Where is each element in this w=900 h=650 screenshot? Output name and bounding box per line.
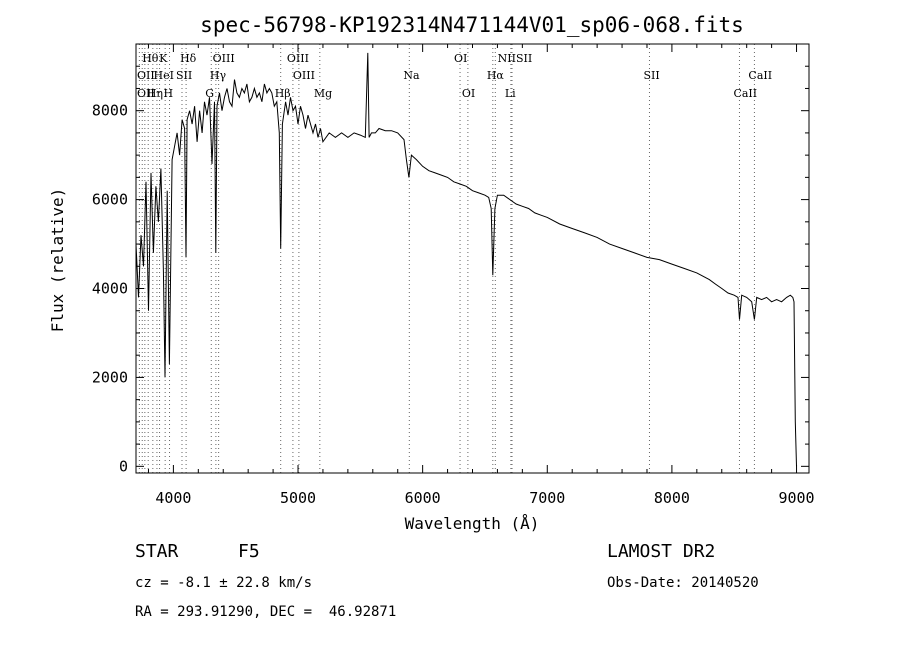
line-label-row1-2: Hδ [180,52,197,65]
survey-name: LAMOST DR2 [607,541,716,562]
x-tick-label: 5000 [280,489,316,507]
line-label-row1-4: OIII [287,52,309,65]
line-label-row2-6: Hα [487,69,505,82]
line-label-row2-7: SII [643,69,659,82]
line-label-row2-2: SII [176,69,192,82]
y-tick-label: 6000 [92,191,128,209]
x-tick-label: 9000 [778,489,814,507]
chart-title: spec-56798-KP192314N471144V01_sp06-068.f… [200,13,744,37]
line-label-row3-7: Li [505,87,516,100]
x-tick-label: 4000 [155,489,191,507]
plot-frame [135,43,810,474]
line-label-row3-8: CaII [733,87,757,100]
x-axis-label: Wavelength (Å) [405,514,540,533]
line-label-row1-1: K [159,52,168,65]
y-tick-label: 4000 [92,280,128,298]
x-tick-label: 8000 [654,489,690,507]
x-tick-label: 7000 [529,489,565,507]
line-label-row1-5: OI [454,52,467,65]
x-axis: 4000 5000 6000 7000 8000 9000 [147,44,815,507]
line-label-row3-2: H [164,87,174,100]
redshift-text: cz = -8.1 ± 22.8 km/s [135,575,313,591]
y-axis: 0 2000 4000 6000 8000 [92,65,809,475]
obs-date: Obs-Date: 20140520 [607,575,759,591]
line-label-row3-5: Mg [314,87,332,100]
y-tick-label: 8000 [92,102,128,120]
coordinates: RA = 293.91290, DEC = 46.92871 [135,604,397,620]
object-type: STAR [135,541,179,562]
line-label-row3-0: OII [137,87,155,100]
line-label-row3-4: Hβ [275,87,291,100]
line-label-row2-1: HeI [154,69,174,82]
line-markers [138,44,755,473]
y-tick-label: 0 [119,457,128,475]
y-axis-label: Flux (relative) [48,188,67,333]
line-label-row1-3: OIII [213,52,235,65]
spectral-subclass: F5 [238,541,260,562]
line-label-row1-0: Hθ [142,52,159,65]
spectrum-line [135,52,797,467]
y-tick-label: 2000 [92,368,128,386]
line-label-row3-6: OI [462,87,475,100]
line-label-row2-4: OIII [293,69,315,82]
line-label-row3-3: G [205,87,214,100]
x-tick-label: 6000 [405,489,441,507]
line-label-row3-1: Hη [147,87,163,100]
line-label-row2-5: Na [403,69,420,82]
line-label-row2-0: OII [137,69,155,82]
line-label-row2-3: Hγ [210,69,227,82]
line-label-row2-8: CaII [748,69,772,82]
line-label-row1-6: NIISII [498,52,533,65]
